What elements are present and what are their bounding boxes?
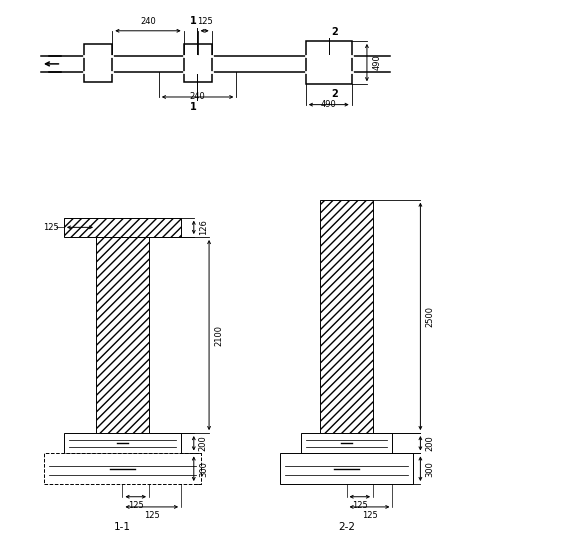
Bar [184,44,211,82]
Text: 200: 200 [199,435,208,451]
Text: 125: 125 [44,223,59,232]
Text: 125: 125 [352,501,367,510]
Text: 125: 125 [197,17,213,26]
Text: 1: 1 [190,15,196,26]
Bar [64,217,181,237]
Text: 125: 125 [362,511,377,520]
Text: 2: 2 [331,27,338,37]
Text: 2100: 2100 [214,325,223,345]
Bar [320,200,373,433]
Text: 490: 490 [321,100,336,109]
Text: 200: 200 [426,435,434,451]
Text: 125: 125 [128,501,143,510]
Bar [281,454,413,484]
Bar [44,454,202,484]
Bar [84,44,112,82]
Text: 2-2: 2-2 [338,522,355,532]
Bar [64,433,181,454]
Text: 2: 2 [331,90,338,99]
Bar [306,41,352,84]
Text: 240: 240 [190,92,206,101]
Text: 1: 1 [190,102,196,112]
Text: 490: 490 [373,55,382,70]
Text: 240: 240 [140,17,156,26]
Bar [301,433,392,454]
Text: 2500: 2500 [426,306,434,327]
Text: 126: 126 [199,220,208,235]
Text: 300: 300 [199,461,208,477]
Text: 1-1: 1-1 [114,522,131,532]
Bar [96,237,149,433]
Text: 125: 125 [144,511,160,520]
Text: 300: 300 [426,461,434,477]
